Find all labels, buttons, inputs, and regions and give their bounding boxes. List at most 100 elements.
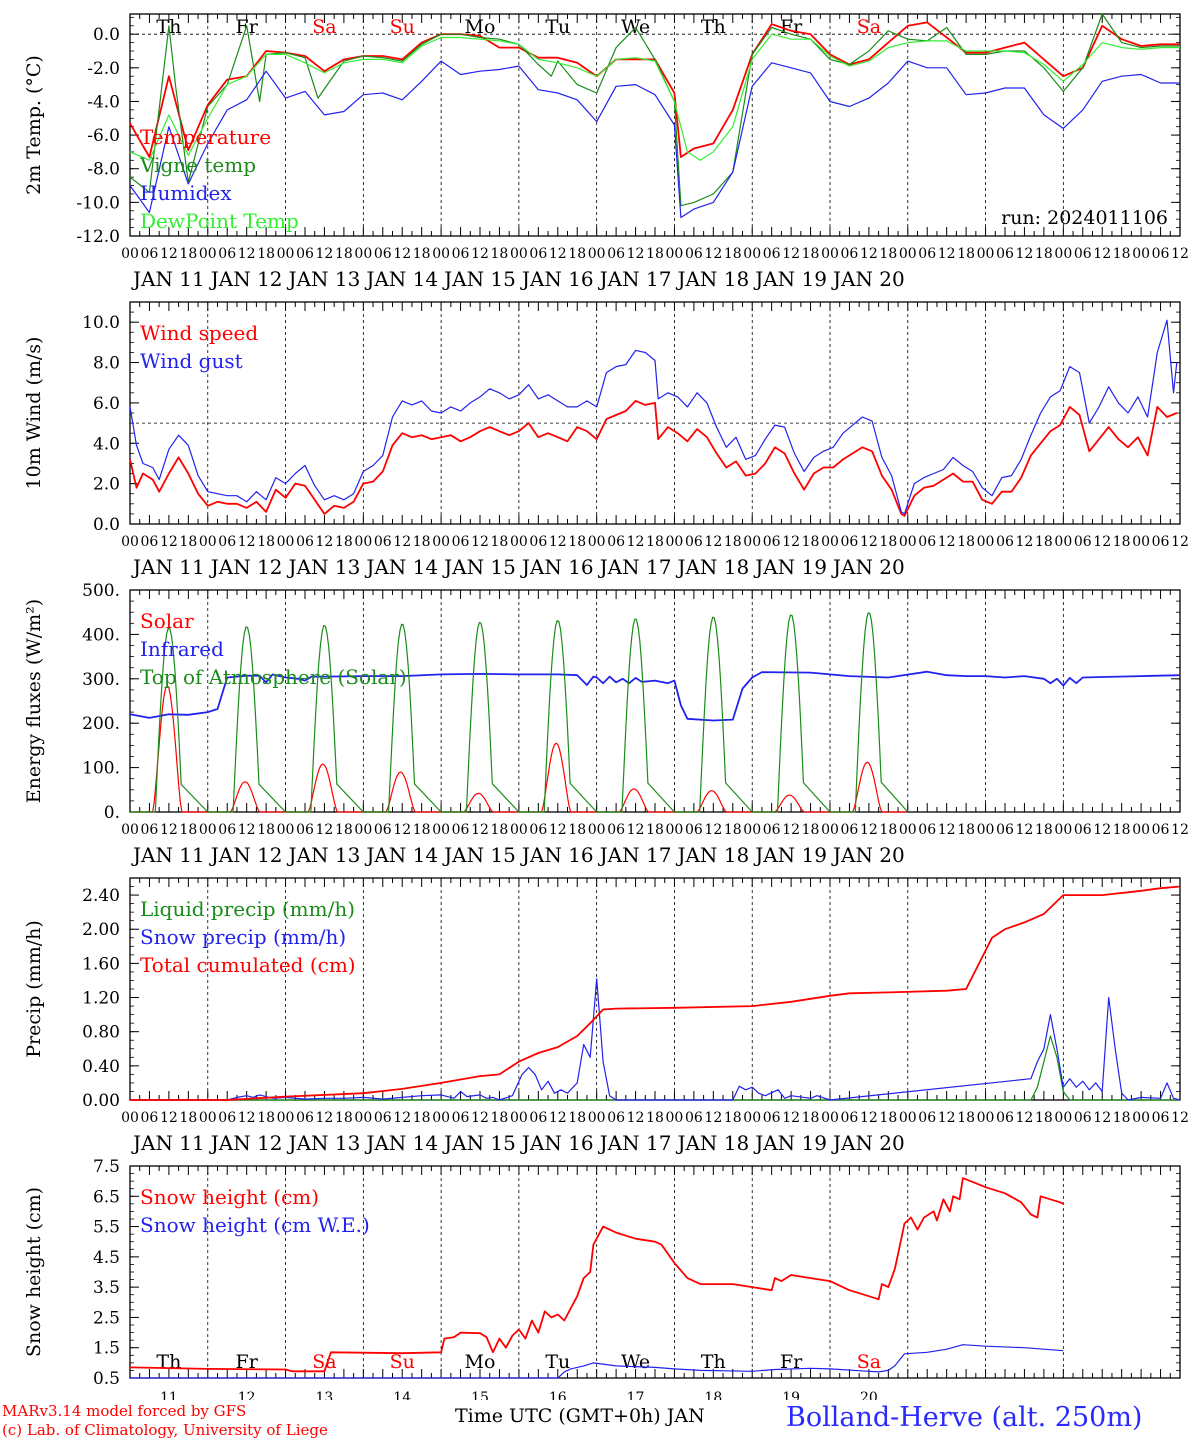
hour-label: 00: [277, 1110, 295, 1126]
plot-frame: [129, 13, 1181, 237]
series-line: [129, 1177, 1064, 1373]
hour-label: 18: [724, 1110, 742, 1126]
series-line: [130, 1035, 1180, 1101]
hour-label: 12: [1093, 822, 1111, 838]
hour-label: 06: [141, 534, 159, 550]
day-label: JAN 18: [675, 267, 749, 291]
day-number: 15: [471, 1390, 489, 1400]
hour-label: 06: [218, 1110, 236, 1126]
y-axis-title: 2m Temp. (°C): [23, 55, 45, 195]
hour-label: 06: [374, 822, 392, 838]
hour-label: 12: [1171, 822, 1189, 838]
day-number: 20: [860, 1390, 878, 1400]
y-tick-label: 2.40: [82, 886, 120, 906]
hour-label: 18: [568, 1110, 586, 1126]
hour-label: 00: [666, 1110, 684, 1126]
day-label: JAN 14: [364, 843, 438, 867]
hour-label: 18: [802, 1110, 820, 1126]
day-label: JAN 19: [753, 555, 827, 579]
day-label: JAN 11: [131, 1131, 205, 1155]
legend-entry: Liquid precip (mm/h): [140, 897, 355, 921]
day-label: JAN 11: [131, 555, 205, 579]
day-label: JAN 12: [209, 843, 283, 867]
day-number: 12: [238, 1390, 256, 1400]
y-tick-label: 1.20: [82, 989, 120, 1009]
hour-label: 18: [179, 534, 197, 550]
day-number: 19: [782, 1390, 800, 1400]
hour-label: 12: [704, 534, 722, 550]
hour-label: 06: [996, 822, 1014, 838]
hour-label: 12: [1016, 246, 1034, 262]
hour-label: 00: [199, 534, 217, 550]
hour-label: 12: [704, 822, 722, 838]
hour-label: 12: [1171, 246, 1189, 262]
hour-label: 00: [1132, 1110, 1150, 1126]
day-label: JAN 12: [209, 267, 283, 291]
y-tick-label: 6.5: [93, 1187, 120, 1207]
hour-label: 06: [296, 822, 314, 838]
hour-label: 18: [879, 1110, 897, 1126]
hour-label: 06: [685, 822, 703, 838]
hour-label: 18: [413, 1110, 431, 1126]
hour-label: 06: [607, 1110, 625, 1126]
x-axis-caption: Time UTC (GMT+0h) JAN: [455, 1405, 705, 1427]
hour-label: 12: [1016, 534, 1034, 550]
hour-label: 12: [316, 246, 334, 262]
hour-label: 12: [1093, 534, 1111, 550]
hour-label: 06: [296, 1110, 314, 1126]
hour-label: 00: [199, 246, 217, 262]
weekday-label: Th: [701, 1351, 726, 1373]
hour-label: 12: [938, 1110, 956, 1126]
hour-label: 18: [335, 822, 353, 838]
hour-label: 06: [452, 246, 470, 262]
hour-label: 06: [218, 822, 236, 838]
day-label: JAN 19: [753, 843, 827, 867]
legend-entry: DewPoint Temp: [140, 209, 299, 233]
hour-label: 00: [588, 822, 606, 838]
y-tick-label: -2.0: [87, 59, 120, 79]
hour-label: 00: [1054, 534, 1072, 550]
hour-label: 06: [685, 534, 703, 550]
legend-entry: Vigne temp: [139, 153, 256, 177]
hour-label: 18: [879, 534, 897, 550]
y-tick-label: -4.0: [87, 92, 120, 112]
hour-label: 12: [1016, 822, 1034, 838]
hour-label: 00: [277, 246, 295, 262]
hour-label: 06: [996, 1110, 1014, 1126]
legend-entry: Snow height (cm): [140, 1185, 319, 1209]
hour-label: 18: [724, 822, 742, 838]
hour-label: 12: [860, 246, 878, 262]
hour-label: 18: [491, 1110, 509, 1126]
day-label: JAN 13: [287, 267, 361, 291]
hour-label: 18: [491, 246, 509, 262]
hour-label: 12: [471, 822, 489, 838]
day-label: JAN 11: [131, 843, 205, 867]
hour-label: 00: [121, 246, 139, 262]
y-tick-label: 200.: [82, 714, 120, 734]
hour-label: 18: [646, 1110, 664, 1126]
y-tick-label: 2.00: [82, 920, 120, 940]
hour-label: 18: [957, 822, 975, 838]
hour-label: 12: [1171, 534, 1189, 550]
legend-entry: Wind gust: [140, 349, 243, 373]
day-label: JAN 17: [598, 267, 672, 291]
hour-label: 12: [1093, 246, 1111, 262]
hour-label: 00: [899, 534, 917, 550]
y-tick-label: 3.5: [93, 1278, 120, 1298]
meteogram: 0.0 -2.0 -4.0 -6.0 -8.0 -10.0 -12.0 2m Temp. (°…: [23, 13, 1189, 1400]
weekday-label: Mo: [465, 1351, 496, 1373]
hour-label: 06: [918, 246, 936, 262]
weekday-label: Sa: [857, 16, 881, 38]
y-axis-title: Precip (mm/h): [23, 920, 45, 1058]
day-label: JAN 17: [598, 1131, 672, 1155]
hour-label: 18: [646, 246, 664, 262]
day-label: JAN 16: [520, 843, 594, 867]
y-tick-label: 500.: [82, 581, 120, 601]
hour-label: 00: [666, 534, 684, 550]
hour-label: 12: [238, 246, 256, 262]
hour-label: 06: [141, 246, 159, 262]
hour-label: 12: [938, 246, 956, 262]
y-tick-label: 8.0: [93, 354, 120, 374]
y-tick-label: 0.: [104, 803, 120, 823]
hour-label: 12: [627, 822, 645, 838]
